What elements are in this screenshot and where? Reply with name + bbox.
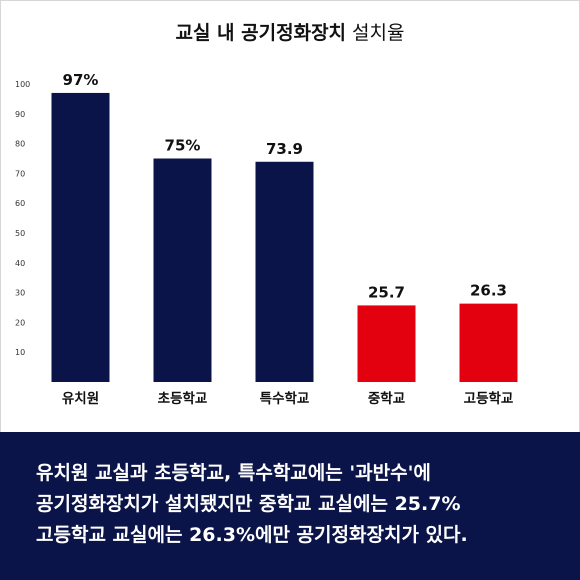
bar-value-label: 26.3 [470, 282, 507, 300]
y-tick-label: 100 [15, 80, 30, 89]
y-tick-label: 90 [15, 110, 25, 119]
y-tick-label: 60 [15, 199, 25, 208]
bar [357, 305, 416, 382]
x-category-label: 특수학교 [260, 391, 310, 407]
chart-title: 교실 내 공기정화장치 설치율 [0, 18, 580, 45]
bar [153, 158, 212, 382]
chart-title-main: 교실 내 공기정화장치 [175, 22, 347, 44]
caption-panel: 유치원 교실과 초등학교, 특수학교에는 '과반수'에 공기정화장치가 설치됐지… [0, 432, 580, 580]
x-category-label: 초등학교 [158, 391, 208, 407]
y-tick-label: 20 [15, 318, 25, 327]
chart-title-sub: 설치율 [352, 22, 405, 44]
bar-chart: 10 20 30 40 50 60 70 80 90 100 97% 유치원 75% 초등학교 73.9 특수… [15, 71, 518, 407]
caption-line-3: 고등학교 교실에는 26.3%에만 공기정화장치가 있다. [36, 524, 468, 546]
bar-value-label: 75% [165, 137, 201, 155]
caption-line-1: 유치원 교실과 초등학교, 특수학교에는 '과반수'에 [36, 462, 431, 484]
y-tick-label: 10 [15, 348, 25, 357]
caption-line-2: 공기정화장치가 설치됐지만 중학교 교실에는 25.7% [36, 493, 461, 515]
y-tick-label: 30 [15, 289, 25, 298]
bar [459, 303, 518, 382]
bar-value-label: 25.7 [368, 283, 405, 301]
x-category-label: 고등학교 [464, 391, 514, 407]
x-category-label: 중학교 [368, 391, 405, 407]
y-tick-label: 70 [15, 169, 25, 178]
y-tick-label: 50 [15, 229, 25, 238]
x-category-label: 유치원 [62, 391, 99, 407]
bar-value-label: 73.9 [266, 140, 303, 158]
bar [51, 92, 110, 382]
bar [255, 161, 314, 382]
y-tick-label: 40 [15, 259, 25, 268]
bar-value-label: 97% [63, 71, 99, 89]
y-tick-label: 80 [15, 140, 25, 149]
